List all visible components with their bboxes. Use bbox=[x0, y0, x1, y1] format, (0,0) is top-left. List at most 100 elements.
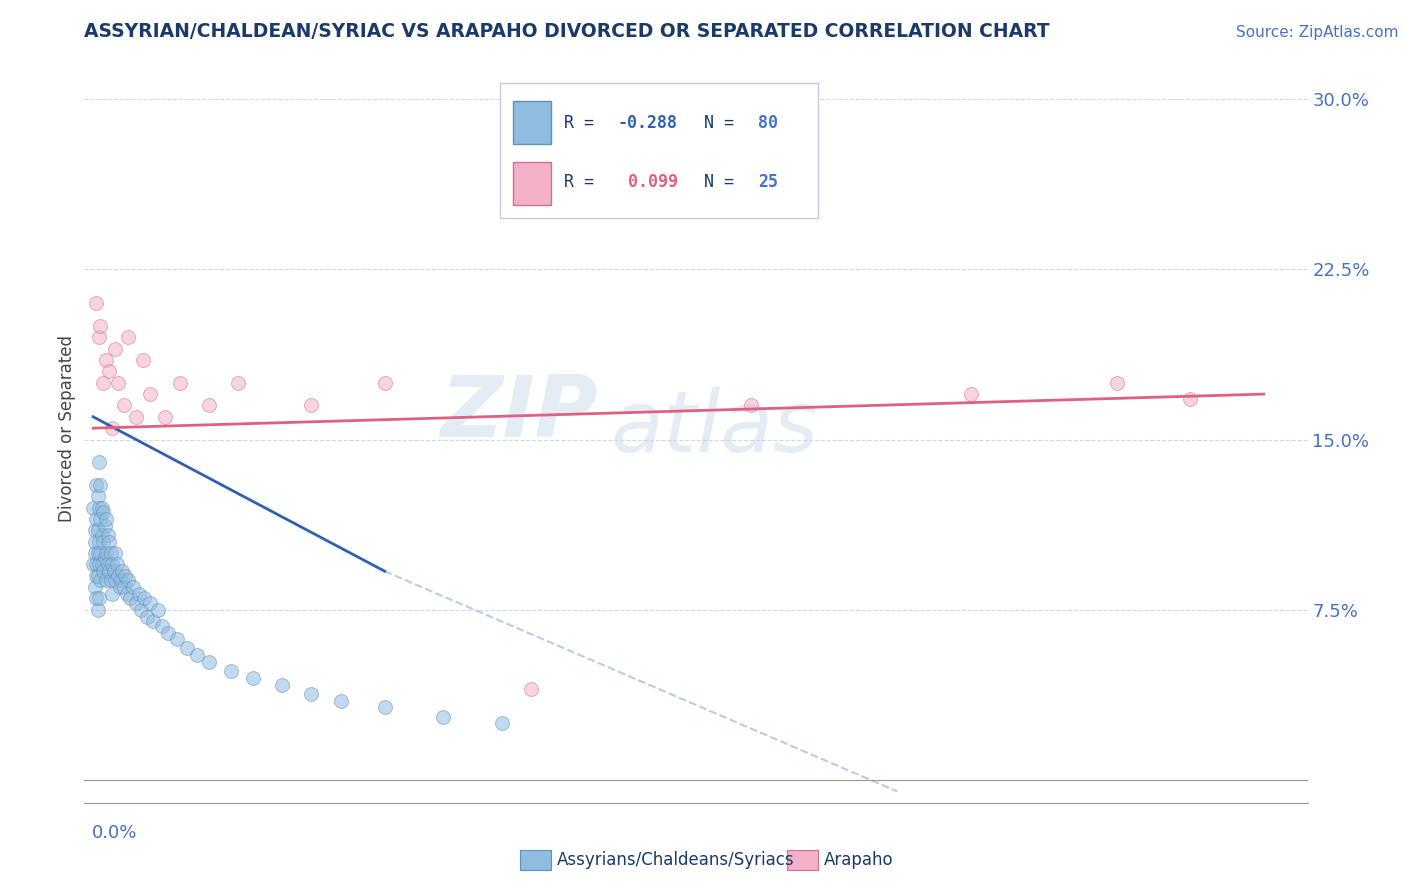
Point bbox=[84, 296, 107, 310]
Point bbox=[153, 409, 176, 424]
Point bbox=[87, 591, 110, 606]
Text: Source: ZipAtlas.com: Source: ZipAtlas.com bbox=[1236, 25, 1399, 40]
Point bbox=[86, 603, 108, 617]
Point bbox=[86, 568, 108, 582]
Point bbox=[84, 512, 107, 526]
Point bbox=[156, 625, 179, 640]
Point bbox=[100, 574, 122, 588]
Point bbox=[87, 455, 110, 469]
Point bbox=[139, 387, 162, 401]
Point bbox=[740, 399, 762, 413]
Point bbox=[84, 568, 107, 582]
Point bbox=[87, 500, 110, 515]
Point bbox=[1107, 376, 1129, 390]
Point bbox=[83, 524, 105, 538]
Point bbox=[121, 580, 143, 594]
Point bbox=[124, 596, 146, 610]
Point bbox=[959, 387, 981, 401]
Point bbox=[132, 353, 155, 368]
Point bbox=[84, 478, 107, 492]
Point bbox=[101, 587, 124, 601]
Point bbox=[166, 632, 188, 647]
Point bbox=[89, 546, 111, 560]
Point bbox=[299, 399, 322, 413]
Point bbox=[93, 534, 115, 549]
Point bbox=[87, 558, 110, 572]
Point bbox=[176, 641, 198, 656]
Point bbox=[89, 512, 111, 526]
Point bbox=[86, 524, 108, 538]
Text: ASSYRIAN/CHALDEAN/SYRIAC VS ARAPAHO DIVORCED OR SEPARATED CORRELATION CHART: ASSYRIAN/CHALDEAN/SYRIAC VS ARAPAHO DIVO… bbox=[84, 21, 1050, 41]
Point bbox=[111, 564, 134, 578]
Point bbox=[87, 330, 110, 344]
Point bbox=[142, 614, 165, 628]
Point bbox=[84, 558, 107, 572]
Point bbox=[83, 534, 105, 549]
Point bbox=[128, 587, 150, 601]
Point bbox=[93, 505, 115, 519]
Point bbox=[110, 574, 132, 588]
Point bbox=[432, 709, 454, 723]
Point bbox=[91, 558, 114, 572]
Point bbox=[89, 574, 111, 588]
Point bbox=[107, 568, 129, 582]
Point bbox=[94, 518, 117, 533]
Point bbox=[134, 591, 156, 606]
Point bbox=[198, 655, 221, 669]
Point bbox=[146, 603, 169, 617]
Point bbox=[97, 558, 120, 572]
Point bbox=[136, 609, 159, 624]
Point bbox=[101, 558, 124, 572]
Point bbox=[107, 376, 129, 390]
Point bbox=[93, 376, 115, 390]
Point bbox=[115, 587, 138, 601]
Point bbox=[520, 682, 543, 697]
Point bbox=[139, 596, 162, 610]
Point bbox=[271, 678, 294, 692]
Text: ZIP: ZIP bbox=[440, 372, 598, 455]
Point bbox=[374, 700, 396, 714]
Point bbox=[97, 528, 120, 542]
Point bbox=[91, 528, 114, 542]
Point bbox=[1180, 392, 1202, 406]
Point bbox=[117, 574, 139, 588]
Text: 0.0%: 0.0% bbox=[91, 824, 136, 842]
Point bbox=[186, 648, 208, 663]
Point bbox=[198, 399, 221, 413]
Point bbox=[103, 564, 125, 578]
Text: atlas: atlas bbox=[610, 386, 818, 470]
Point bbox=[89, 478, 111, 492]
Point bbox=[299, 687, 322, 701]
Point bbox=[108, 580, 131, 594]
Text: Assyrians/Chaldeans/Syriacs: Assyrians/Chaldeans/Syriacs bbox=[557, 851, 794, 869]
Point bbox=[374, 376, 396, 390]
Point bbox=[104, 342, 127, 356]
Point bbox=[131, 603, 153, 617]
Point bbox=[91, 500, 114, 515]
Point bbox=[105, 558, 128, 572]
Point bbox=[98, 534, 121, 549]
Point bbox=[118, 591, 141, 606]
Point bbox=[112, 399, 135, 413]
Point bbox=[96, 353, 118, 368]
Point bbox=[219, 664, 242, 678]
Point bbox=[98, 564, 121, 578]
Text: Arapaho: Arapaho bbox=[824, 851, 894, 869]
Point bbox=[104, 574, 127, 588]
Point bbox=[491, 716, 513, 731]
Point bbox=[117, 330, 139, 344]
Point bbox=[98, 364, 121, 378]
Point bbox=[89, 318, 111, 333]
Point bbox=[86, 546, 108, 560]
Point bbox=[124, 409, 146, 424]
Point bbox=[242, 671, 264, 685]
Point bbox=[96, 512, 118, 526]
Point bbox=[87, 534, 110, 549]
Point bbox=[82, 500, 104, 515]
Point bbox=[112, 580, 135, 594]
Point bbox=[83, 580, 105, 594]
Point bbox=[100, 546, 122, 560]
Point bbox=[169, 376, 191, 390]
Point bbox=[101, 421, 124, 435]
Point bbox=[329, 693, 352, 707]
